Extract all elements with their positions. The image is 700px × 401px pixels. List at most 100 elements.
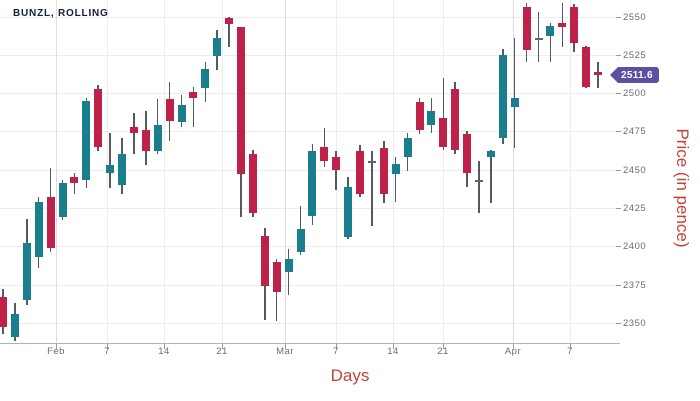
y-gridline xyxy=(0,322,616,324)
candle[interactable] xyxy=(403,137,412,158)
candle[interactable] xyxy=(558,22,567,28)
x-tick-mark xyxy=(513,344,514,349)
candle[interactable] xyxy=(439,117,448,147)
candle-wick xyxy=(442,77,445,150)
y-tick-mark xyxy=(616,284,621,286)
x-gridline xyxy=(56,0,57,343)
candle[interactable] xyxy=(106,165,115,173)
x-tick-label: 14 xyxy=(387,346,399,357)
candle-wick xyxy=(109,132,111,189)
x-tick-mark xyxy=(393,344,394,349)
candle[interactable] xyxy=(534,37,543,40)
x-tick-label: Apr xyxy=(504,346,522,357)
y-gridline xyxy=(0,169,616,171)
x-gridline xyxy=(222,0,223,343)
candle[interactable] xyxy=(486,151,495,158)
y-tick-label: 2400 xyxy=(623,241,647,253)
candle-wick xyxy=(549,22,552,63)
candle[interactable] xyxy=(308,151,317,216)
candle[interactable] xyxy=(415,102,424,130)
x-tick-label: Feb xyxy=(47,346,65,357)
candle[interactable] xyxy=(82,100,91,181)
candle-wick xyxy=(192,86,195,127)
candle[interactable] xyxy=(391,163,400,175)
candle[interactable] xyxy=(189,91,198,98)
candle-wick xyxy=(537,11,540,63)
candle[interactable] xyxy=(118,154,126,185)
x-gridline xyxy=(570,0,571,343)
candle[interactable] xyxy=(165,99,174,121)
y-tick-label: 2375 xyxy=(623,279,647,291)
candle[interactable] xyxy=(332,157,341,170)
x-tick-label: 21 xyxy=(216,346,228,357)
candle[interactable] xyxy=(546,25,555,37)
candle[interactable] xyxy=(177,105,186,123)
candle[interactable] xyxy=(582,47,591,87)
x-tick-mark xyxy=(443,344,444,349)
candle[interactable] xyxy=(427,111,436,126)
candle[interactable] xyxy=(58,183,67,218)
candle[interactable] xyxy=(272,261,281,293)
candle[interactable] xyxy=(379,148,388,195)
candle[interactable] xyxy=(260,235,269,287)
candle[interactable] xyxy=(225,18,234,25)
candle[interactable] xyxy=(594,71,602,76)
chart-title: BUNZL, ROLLING xyxy=(13,8,109,19)
x-gridline xyxy=(285,0,286,343)
x-tick-label: 7 xyxy=(333,346,339,357)
candle[interactable] xyxy=(46,197,55,248)
candle[interactable] xyxy=(510,97,519,107)
x-tick-mark xyxy=(56,344,57,349)
candle[interactable] xyxy=(367,160,376,163)
y-tick-mark xyxy=(616,169,621,171)
y-gridline xyxy=(0,93,616,95)
candle-wick xyxy=(287,249,290,296)
x-tick-label: 14 xyxy=(158,346,170,357)
candle[interactable] xyxy=(141,129,150,152)
candle[interactable] xyxy=(248,154,257,213)
candle[interactable] xyxy=(22,243,31,300)
y-tick-label: 2500 xyxy=(623,88,647,100)
candle[interactable] xyxy=(94,88,103,147)
candle[interactable] xyxy=(237,27,245,175)
candle[interactable] xyxy=(129,126,138,133)
candle[interactable] xyxy=(356,151,364,195)
y-tick-label: 2525 xyxy=(623,49,647,61)
price-badge-arrow-icon xyxy=(610,67,618,84)
plot-area xyxy=(0,0,616,343)
candle-wick xyxy=(478,160,480,213)
candle-wick xyxy=(490,149,492,204)
candle[interactable] xyxy=(320,146,329,161)
candle[interactable] xyxy=(451,88,460,150)
x-axis-line xyxy=(0,343,620,344)
x-tick-label: Mar xyxy=(276,346,294,357)
candle[interactable] xyxy=(201,68,210,89)
candle[interactable] xyxy=(213,37,222,57)
x-gridline xyxy=(443,0,444,343)
candle[interactable] xyxy=(463,134,472,173)
x-tick-mark xyxy=(222,344,223,349)
y-gridline xyxy=(0,16,616,18)
candle[interactable] xyxy=(34,201,43,257)
candle-wick xyxy=(228,16,230,48)
y-tick-label: 2475 xyxy=(623,126,647,138)
candle-wick xyxy=(597,62,599,89)
x-gridline xyxy=(164,0,165,343)
candle[interactable] xyxy=(570,7,579,43)
candle[interactable] xyxy=(344,186,353,238)
candle[interactable] xyxy=(498,54,507,138)
y-tick-label: 2550 xyxy=(623,11,647,23)
candle[interactable] xyxy=(522,7,531,51)
candle[interactable] xyxy=(10,313,19,337)
x-tick-label: 7 xyxy=(567,346,573,357)
candle-wick xyxy=(513,37,516,149)
candle[interactable] xyxy=(153,125,162,152)
candle-wick xyxy=(335,151,337,190)
candle[interactable] xyxy=(475,180,483,183)
candle[interactable] xyxy=(70,177,79,184)
candle-wick xyxy=(371,151,373,227)
candle[interactable] xyxy=(284,258,293,273)
candle[interactable] xyxy=(0,296,7,328)
candle[interactable] xyxy=(296,229,305,253)
